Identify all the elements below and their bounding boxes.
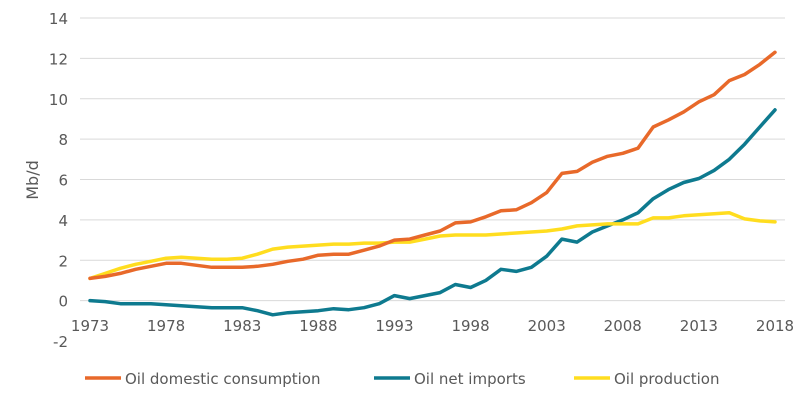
x-tick-label: 1998 [451,317,489,335]
y-tick-label: 14 [49,10,68,28]
x-tick-label: 1988 [299,317,337,335]
y-tick-label: 2 [58,252,68,270]
x-tick-label: 2013 [680,317,718,335]
y-tick-label: -2 [53,333,68,351]
y-tick-label: 8 [58,131,68,149]
y-tick-label: 10 [49,91,68,109]
series-line-oil-net-imports [88,108,777,317]
y-axis-label: Mb/d [23,160,42,200]
legend-item: Oil domestic consumption [85,370,320,388]
y-tick-label: 0 [58,293,68,311]
legend-item: Oil net imports [374,370,526,388]
x-tick-label: 2008 [604,317,642,335]
x-tick-label: 1993 [375,317,413,335]
legend-label: Oil domestic consumption [125,370,320,388]
series-line-oil-domestic-consumption [88,50,777,281]
y-tick-label: 12 [49,50,68,68]
x-tick-label: 1973 [71,317,109,335]
x-tick-label: 2018 [756,317,794,335]
x-tick-label: 2003 [528,317,566,335]
legend-item: Oil production [574,370,719,388]
x-tick-label: 1978 [147,317,185,335]
legend-label: Oil production [614,370,719,388]
legend-label: Oil net imports [414,370,526,388]
y-tick-label: 6 [58,172,68,190]
x-tick-label: 1983 [223,317,261,335]
y-tick-label: 4 [58,212,68,230]
series-line-oil-production [88,211,777,281]
